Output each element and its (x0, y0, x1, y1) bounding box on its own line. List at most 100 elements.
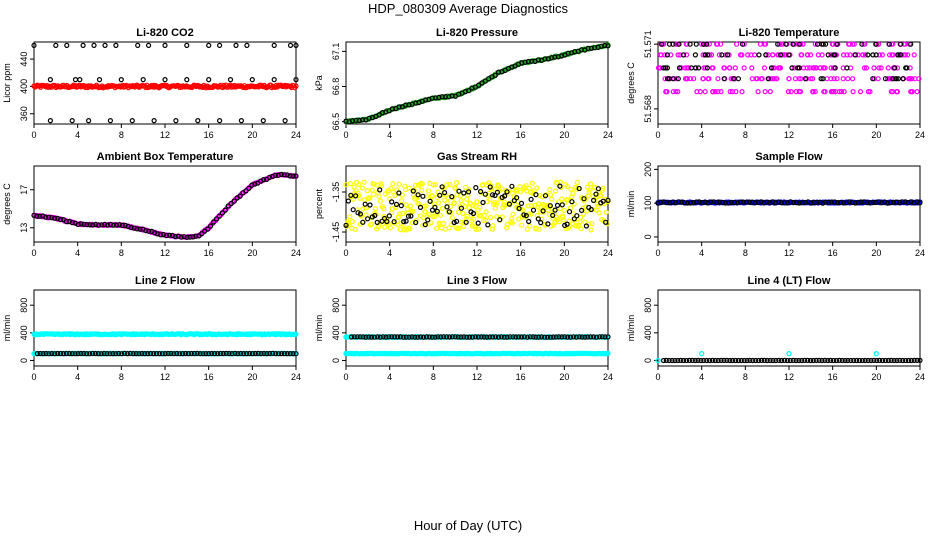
data-point (163, 233, 170, 239)
data-point (72, 351, 78, 357)
data-point (420, 334, 427, 340)
data-point (888, 357, 894, 363)
data-point (743, 199, 749, 205)
data-point (49, 350, 55, 357)
data-point (217, 350, 223, 357)
data-point (851, 41, 857, 47)
data-point (212, 351, 218, 357)
data-point (724, 52, 731, 58)
data-point (796, 41, 803, 47)
data-point (220, 350, 226, 357)
data-point (778, 200, 785, 206)
data-point (455, 334, 461, 340)
data-point (282, 117, 288, 124)
y-tick-label: 800 (19, 298, 29, 313)
data-point (687, 76, 694, 82)
data-point (781, 52, 787, 58)
data-point (369, 221, 375, 227)
data-point (379, 109, 386, 116)
data-point (886, 41, 892, 47)
data-point (574, 179, 581, 186)
data-point (249, 76, 255, 83)
data-point (84, 222, 90, 228)
data-point (64, 42, 70, 49)
data-point (574, 213, 580, 219)
data-point (655, 200, 661, 206)
data-point (478, 334, 484, 340)
data-point (184, 234, 190, 240)
data-point (547, 203, 553, 209)
data-point (603, 209, 609, 215)
data-point (37, 213, 43, 219)
y-tick-label: 0 (19, 358, 29, 363)
data-point (724, 357, 730, 363)
data-point (40, 351, 46, 357)
data-point (217, 42, 223, 49)
data-point (365, 216, 371, 222)
data-point (787, 199, 794, 205)
data-point (709, 357, 716, 363)
data-point (472, 334, 478, 340)
data-point (425, 217, 431, 223)
data-point (905, 357, 912, 364)
data-point (102, 42, 108, 49)
data-point (790, 41, 796, 47)
x-tick-label: 16 (516, 130, 526, 140)
data-point (270, 350, 276, 356)
data-point (356, 117, 362, 124)
data-point (428, 220, 434, 226)
data-point (350, 207, 356, 213)
data-point (564, 221, 570, 227)
data-point (43, 350, 49, 357)
data-point (514, 195, 520, 201)
data-point (498, 195, 504, 202)
data-point (266, 174, 273, 180)
data-point (363, 334, 369, 340)
data-point (241, 351, 247, 357)
data-point (673, 200, 679, 206)
data-point (139, 350, 145, 357)
data-point (423, 334, 429, 340)
data-point (536, 334, 542, 340)
data-point (556, 334, 562, 340)
data-point (712, 357, 718, 364)
data-point (702, 88, 708, 95)
data-point (475, 334, 481, 340)
data-point (388, 186, 394, 192)
data-point (737, 199, 744, 205)
data-point (582, 334, 588, 340)
data-point (153, 351, 160, 357)
data-point (793, 200, 800, 206)
data-point (596, 210, 602, 216)
data-point (784, 357, 791, 364)
panel-6: Line 2 Flow ml/min 0 4 8 12 16 20 24 0 400 800 (2, 275, 301, 382)
data-point (392, 192, 398, 198)
data-point (704, 41, 710, 47)
data-point (499, 186, 505, 192)
data-point (761, 65, 768, 71)
data-point (57, 217, 64, 223)
data-point (496, 183, 502, 189)
data-point (195, 117, 201, 124)
data-point (822, 88, 828, 95)
data-point (66, 350, 72, 357)
data-point (435, 200, 442, 206)
x-tick-label: 24 (603, 372, 613, 382)
data-point (371, 181, 377, 187)
data-point (914, 199, 920, 205)
data-point (509, 183, 515, 189)
data-point (777, 65, 784, 71)
data-point (732, 357, 739, 364)
data-point (595, 204, 601, 210)
data-point (372, 206, 378, 212)
data-point (589, 221, 595, 227)
x-tick-label: 12 (160, 248, 170, 258)
data-point (728, 199, 735, 205)
data-point (733, 41, 740, 47)
data-point (595, 186, 602, 192)
data-point (191, 350, 197, 357)
data-point (530, 334, 536, 340)
x-tick-label: 24 (915, 248, 925, 258)
data-point (452, 334, 458, 340)
data-point (222, 207, 228, 213)
